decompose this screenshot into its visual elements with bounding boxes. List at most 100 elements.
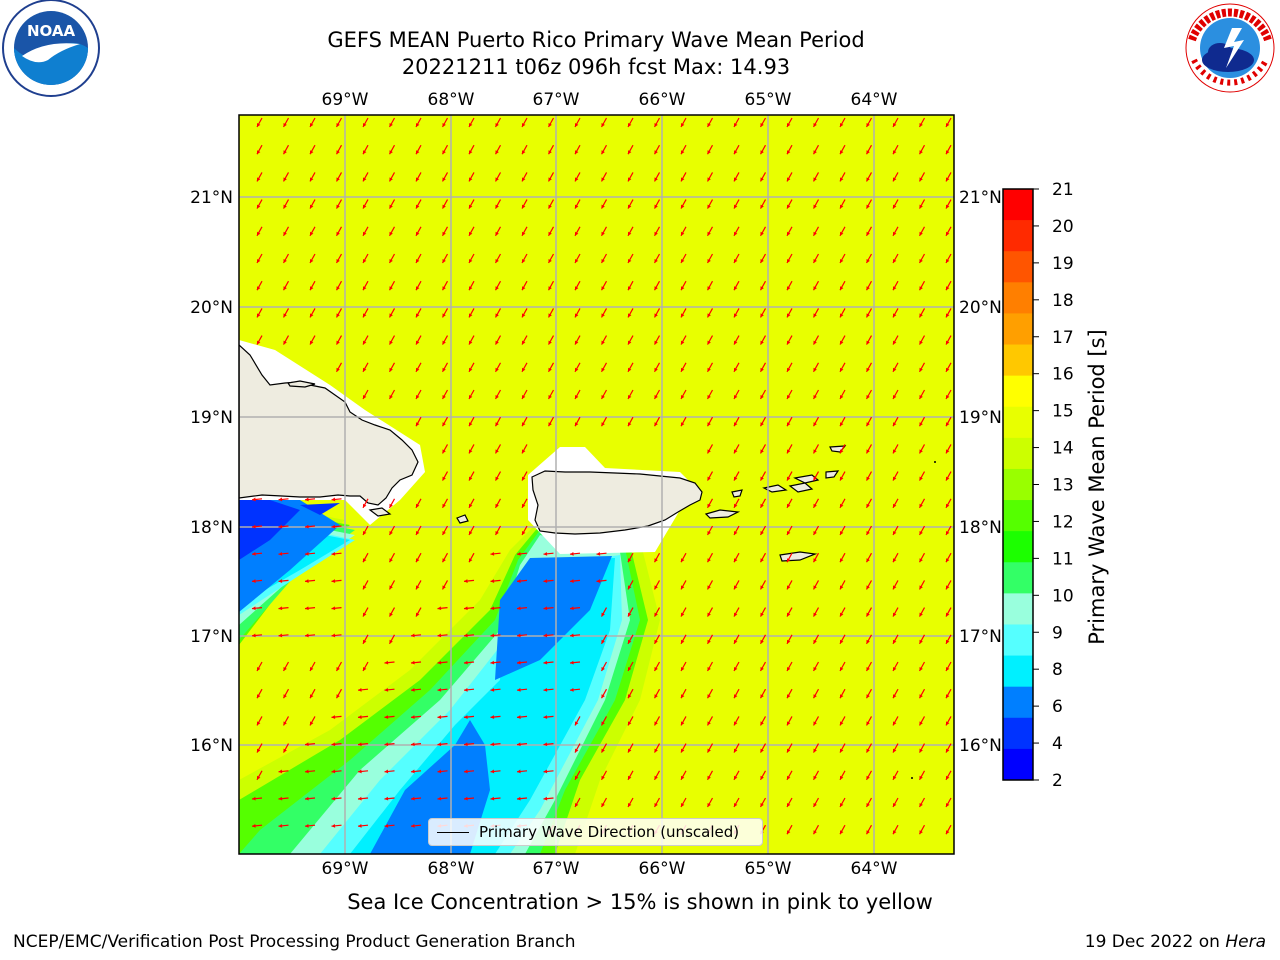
wave-arrow-head	[575, 775, 579, 780]
wave-arrow-head	[543, 579, 548, 583]
wave-arrow-head	[601, 367, 605, 372]
wave-arrow-head	[548, 231, 552, 236]
wave-arrow-head	[363, 639, 367, 644]
wave-arrow-head	[252, 823, 256, 828]
wave-arrow-head	[866, 177, 870, 182]
wave-arrow-head	[707, 231, 711, 236]
wave-arrow-head	[310, 667, 314, 671]
wave-arrow-head	[813, 313, 817, 318]
wave-arrow-head	[946, 558, 950, 563]
wave-arrow-head	[469, 422, 473, 427]
wave-arrow-head	[654, 123, 658, 127]
lat-tick-label-left: 17°N	[190, 627, 233, 647]
wave-arrow-head	[734, 531, 738, 535]
wave-arrow-head	[681, 286, 685, 291]
wave-arrow-head	[866, 721, 870, 726]
wave-arrow-head	[707, 177, 711, 182]
wave-arrow-head	[601, 775, 605, 780]
wave-arrow-head	[946, 721, 950, 726]
wave-arrow-head	[654, 639, 658, 644]
wave-arrow-head	[919, 558, 923, 563]
wave-arrow-head	[416, 612, 420, 617]
wave-arrow-head	[464, 796, 468, 801]
wave-arrow-head	[946, 286, 950, 291]
chart-subtitle: 20221211 t06z 096h fcst Max: 14.93	[401, 55, 791, 79]
wave-arrow-head	[522, 286, 526, 291]
wave-arrow-head	[734, 123, 738, 127]
wave-arrow-head	[760, 721, 764, 726]
colorbar-segment	[1003, 748, 1033, 781]
wave-arrow-head	[389, 503, 393, 508]
footer-date: 19 Dec 2022 on Hera	[1085, 932, 1266, 952]
wave-arrow-head	[654, 558, 658, 563]
wave-arrow-head	[734, 313, 738, 318]
wave-arrow-head	[919, 286, 923, 291]
wave-arrow-head	[707, 313, 711, 318]
wave-arrow-head	[760, 395, 764, 399]
wave-arrow-head	[548, 313, 552, 318]
wave-arrow-head	[866, 748, 870, 753]
wave-arrow-head	[575, 150, 579, 155]
wave-arrow-head	[548, 123, 552, 127]
wave-arrow-head	[681, 313, 685, 318]
wave-arrow-head	[840, 585, 844, 590]
wave-arrow-head	[601, 150, 605, 155]
colorbar-tick-label: 6	[1052, 697, 1063, 717]
wave-arrow-head	[760, 422, 764, 427]
wave-arrow-head	[384, 796, 389, 801]
wave-arrow-head	[522, 177, 526, 182]
wave-arrow-head	[278, 796, 283, 801]
wave-arrow-head	[893, 340, 897, 345]
wave-arrow-head	[840, 748, 844, 753]
colorbar-tick-label: 9	[1052, 623, 1063, 643]
wave-arrow-head	[946, 150, 950, 155]
wave-arrow-head	[437, 769, 442, 774]
wave-arrow-head	[760, 803, 764, 807]
wave-arrow-head	[363, 558, 367, 563]
wave-arrow-head	[416, 395, 420, 399]
wave-arrow-head	[442, 150, 446, 155]
wave-arrow-head	[787, 313, 791, 318]
wave-arrow-head	[946, 694, 950, 699]
wave-arrow-head	[522, 367, 526, 372]
wave-arrow-head	[787, 558, 791, 563]
wave-arrow-head	[596, 579, 601, 583]
wave-arrow-head	[840, 259, 844, 263]
colorbar-tick-label: 14	[1052, 439, 1074, 459]
wave-arrow-head	[787, 286, 791, 291]
wave-arrow-head	[257, 667, 261, 671]
wave-arrow-head	[442, 367, 446, 372]
wave-arrow-head	[336, 340, 340, 345]
colorbar-segment	[1003, 406, 1033, 439]
wave-arrow-head	[787, 585, 791, 590]
wave-arrow-head	[548, 367, 552, 372]
wave-arrow-head	[628, 803, 632, 807]
wave-arrow-head	[575, 204, 579, 209]
wave-arrow-head	[548, 177, 552, 182]
wave-arrow-head	[543, 742, 548, 747]
wave-arrow-head	[278, 497, 283, 502]
wave-arrow-head	[760, 667, 764, 671]
wave-arrow-head	[495, 177, 499, 182]
wave-arrow-head	[257, 231, 261, 236]
wave-arrow-head	[310, 721, 314, 726]
lat-tick-label-left: 21°N	[190, 188, 233, 208]
wave-arrow-head	[813, 612, 817, 617]
wave-arrow-head	[278, 633, 283, 638]
wave-arrow-head	[707, 612, 711, 617]
wave-arrow-head	[866, 231, 870, 236]
wave-arrow-head	[654, 367, 658, 372]
wave-arrow-head	[283, 259, 287, 263]
wave-arrow-head	[760, 367, 764, 372]
wave-arrow-head	[411, 715, 415, 719]
wave-arrow-head	[813, 667, 817, 671]
wave-arrow-head	[257, 150, 261, 155]
wave-arrow-head	[442, 449, 446, 454]
wave-arrow-head	[813, 830, 817, 835]
wave-arrow-head	[305, 497, 309, 502]
wave-arrow-head	[283, 694, 287, 699]
legend-label: Primary Wave Direction (unscaled)	[479, 823, 740, 841]
wave-arrow-head	[866, 531, 870, 535]
wave-arrow-head	[469, 449, 473, 454]
wave-arrow-head	[840, 558, 844, 563]
